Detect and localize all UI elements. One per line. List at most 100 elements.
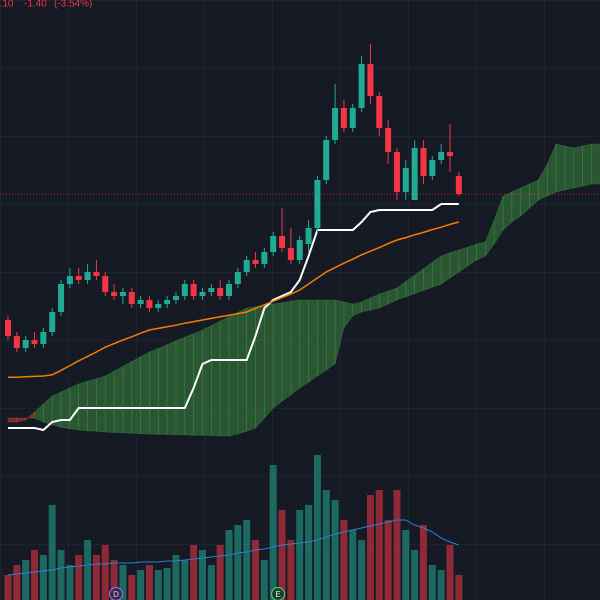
candle-body: [252, 260, 259, 264]
volume-bar: [39, 555, 47, 600]
volume-bar: [375, 490, 383, 600]
cloud-segment: [458, 246, 468, 273]
cloud-segment: [370, 293, 380, 311]
candle-body: [49, 312, 56, 332]
volume-pane: [4, 455, 463, 600]
cloud-segment: [476, 241, 486, 261]
volume-bar: [207, 565, 215, 600]
volume-bar: [66, 565, 74, 600]
cloud-segment: [299, 299, 309, 389]
candle-body: [323, 140, 330, 180]
candle-body: [393, 152, 400, 192]
candle-body: [22, 340, 29, 348]
volume-bar: [4, 575, 12, 600]
cloud-segment: [573, 145, 583, 189]
volume-bar: [84, 540, 92, 600]
event-circle[interactable]: [108, 586, 124, 600]
volume-bar: [384, 520, 392, 600]
cloud-segment: [157, 344, 168, 435]
price-label: 3.10: [0, 0, 14, 10]
candle-body: [243, 260, 250, 272]
cloud-segment: [7, 417, 18, 423]
cloud-segment: [432, 255, 442, 288]
volume-bar: [455, 575, 463, 600]
volume-bar: [110, 560, 118, 600]
cloud-segment: [140, 351, 150, 435]
candle-body: [40, 332, 47, 344]
volume-bar: [305, 505, 313, 600]
volume-bar: [225, 530, 233, 600]
volume-bar: [75, 555, 83, 600]
candle-body: [340, 108, 347, 128]
volume-bar: [137, 570, 145, 600]
candle-body: [181, 284, 188, 296]
volume-bar: [48, 505, 56, 600]
event-circle[interactable]: [270, 586, 286, 600]
volume-bar: [349, 530, 357, 600]
candle-body: [385, 128, 392, 152]
volume-bar: [13, 565, 21, 600]
candle-body: [217, 288, 224, 296]
volume-bar: [190, 545, 198, 600]
cloud-segment: [325, 299, 336, 371]
volume-bar: [313, 455, 321, 600]
volume-bar: [446, 545, 454, 600]
overlays: [0, 193, 600, 432]
event-label[interactable]: D: [113, 590, 119, 599]
cloud-segment: [281, 300, 292, 402]
cloud-segment: [246, 306, 256, 432]
cloud-segment: [378, 290, 389, 309]
cloud-segment: [211, 320, 221, 437]
cloud-segment: [361, 297, 371, 313]
candle-body: [332, 108, 339, 140]
cloud-segment: [166, 340, 177, 436]
cloud-segment: [193, 329, 203, 436]
candle-body: [296, 240, 303, 260]
cloud-segment: [175, 336, 186, 436]
cloud-segment: [87, 378, 97, 432]
candle-body: [155, 304, 162, 308]
event-label[interactable]: E: [275, 590, 280, 599]
candle-body: [429, 160, 436, 176]
volume-bar: [22, 560, 30, 600]
cloud-segment: [60, 387, 71, 430]
candle-body: [349, 108, 356, 128]
volume-bar: [296, 510, 304, 600]
cloud-segment: [414, 268, 424, 295]
candle-body: [270, 236, 277, 252]
cloud-segment: [467, 243, 477, 267]
cloud-segment: [43, 395, 53, 426]
cloud-segment: [290, 299, 301, 396]
candle-body: [128, 292, 135, 304]
candle-body: [75, 276, 82, 280]
cloud-segment: [352, 301, 362, 317]
cloud-segment: [485, 219, 495, 257]
candle-body: [261, 252, 268, 264]
cloud-segment: [449, 249, 460, 279]
overlay-line: [8, 221, 459, 378]
candle-body: [199, 292, 206, 296]
candle-body: [305, 228, 312, 244]
cloud-segment: [493, 195, 504, 246]
cloud-segment: [308, 299, 318, 383]
candle-body: [279, 236, 286, 248]
event-marker[interactable]: D: [108, 586, 124, 600]
change-pct-label: (-3.54%): [54, 0, 92, 10]
cloud-segment: [387, 287, 398, 305]
event-marker[interactable]: E: [270, 586, 286, 600]
volume-bar: [340, 520, 348, 600]
cloud-segment: [228, 311, 239, 437]
candle-body: [402, 168, 409, 192]
volume-bar: [119, 565, 127, 600]
volume-bar: [154, 570, 162, 600]
candle-body: [447, 152, 453, 156]
cloud-segment: [529, 179, 539, 209]
volume-bar: [393, 490, 401, 600]
candle-body: [111, 292, 118, 296]
cloud-segment: [113, 365, 124, 434]
candle-body: [208, 288, 215, 292]
cloud: [7, 143, 600, 437]
volume-bar: [31, 550, 39, 600]
volume-bar: [428, 565, 436, 600]
